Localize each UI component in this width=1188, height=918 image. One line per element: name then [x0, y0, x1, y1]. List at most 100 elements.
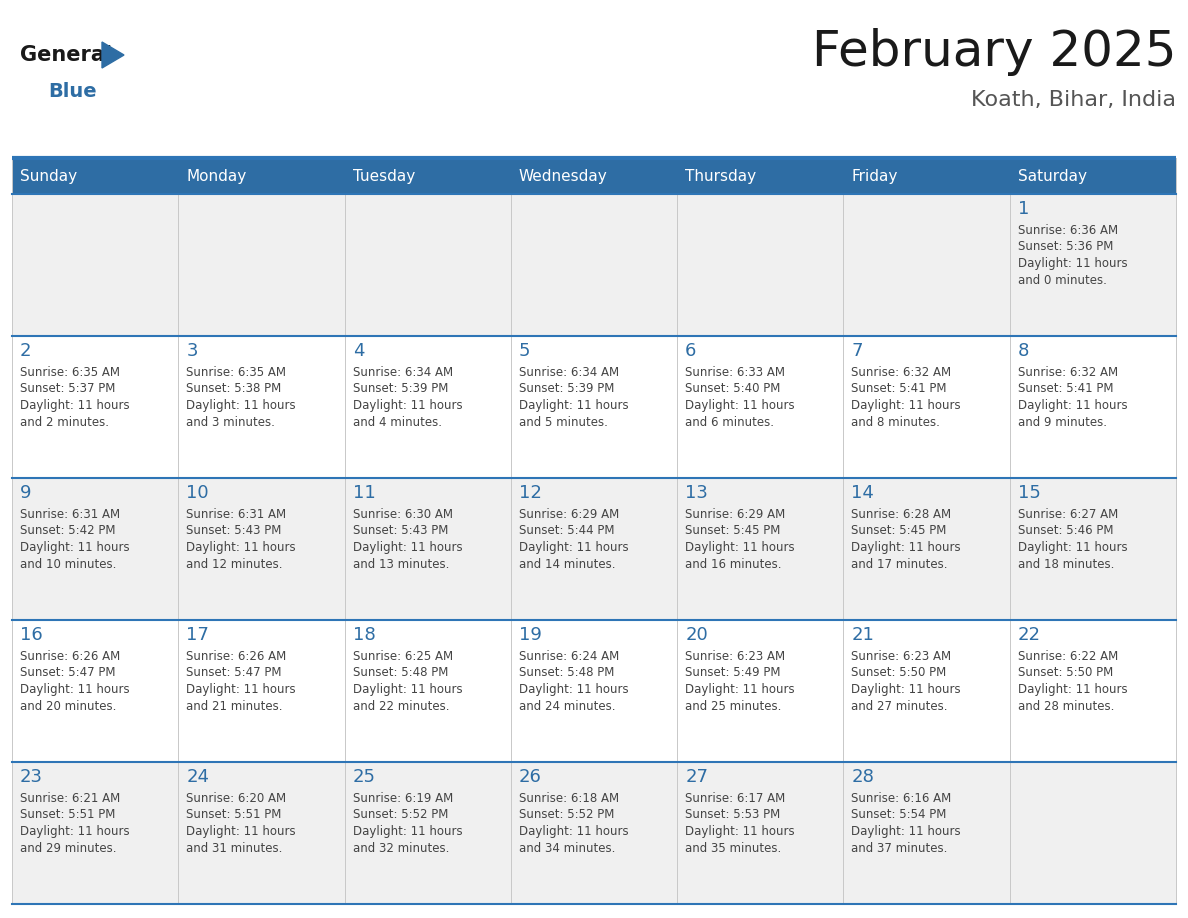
Text: 25: 25 — [353, 768, 375, 786]
Text: Thursday: Thursday — [685, 169, 757, 184]
Text: and 14 minutes.: and 14 minutes. — [519, 557, 615, 570]
Text: 16: 16 — [20, 626, 43, 644]
Text: and 17 minutes.: and 17 minutes. — [852, 557, 948, 570]
Text: Sunrise: 6:23 AM: Sunrise: 6:23 AM — [685, 650, 785, 663]
Text: Sunrise: 6:28 AM: Sunrise: 6:28 AM — [852, 508, 952, 521]
Bar — [178, 620, 345, 762]
Text: and 21 minutes.: and 21 minutes. — [187, 700, 283, 712]
Text: Daylight: 11 hours: Daylight: 11 hours — [20, 825, 129, 838]
Text: and 22 minutes.: and 22 minutes. — [353, 700, 449, 712]
Text: and 28 minutes.: and 28 minutes. — [1018, 700, 1114, 712]
Text: Daylight: 11 hours: Daylight: 11 hours — [852, 541, 961, 554]
Text: Sunset: 5:52 PM: Sunset: 5:52 PM — [519, 809, 614, 822]
Bar — [345, 620, 511, 762]
Text: 19: 19 — [519, 626, 542, 644]
Bar — [178, 762, 345, 904]
Text: Sunrise: 6:35 AM: Sunrise: 6:35 AM — [187, 366, 286, 379]
Text: Sunrise: 6:17 AM: Sunrise: 6:17 AM — [685, 792, 785, 805]
Bar — [677, 762, 843, 904]
Text: Daylight: 11 hours: Daylight: 11 hours — [20, 399, 129, 412]
Text: and 13 minutes.: and 13 minutes. — [353, 557, 449, 570]
Text: Daylight: 11 hours: Daylight: 11 hours — [852, 399, 961, 412]
Text: Daylight: 11 hours: Daylight: 11 hours — [187, 399, 296, 412]
Text: Sunrise: 6:34 AM: Sunrise: 6:34 AM — [519, 366, 619, 379]
Text: 15: 15 — [1018, 484, 1041, 502]
Text: Sunrise: 6:36 AM: Sunrise: 6:36 AM — [1018, 224, 1118, 237]
Text: Sunrise: 6:25 AM: Sunrise: 6:25 AM — [353, 650, 453, 663]
Text: Sunrise: 6:31 AM: Sunrise: 6:31 AM — [20, 508, 120, 521]
Text: Sunrise: 6:16 AM: Sunrise: 6:16 AM — [852, 792, 952, 805]
Text: Friday: Friday — [852, 169, 898, 184]
Text: Sunset: 5:49 PM: Sunset: 5:49 PM — [685, 666, 781, 679]
Text: and 24 minutes.: and 24 minutes. — [519, 700, 615, 712]
Bar — [178, 194, 345, 336]
Bar — [1010, 478, 1176, 620]
Text: Monday: Monday — [187, 169, 247, 184]
Bar — [511, 194, 677, 336]
Text: Daylight: 11 hours: Daylight: 11 hours — [519, 399, 628, 412]
Text: 2: 2 — [20, 342, 32, 360]
Text: Daylight: 11 hours: Daylight: 11 hours — [353, 683, 462, 696]
Text: Sunset: 5:45 PM: Sunset: 5:45 PM — [685, 524, 781, 538]
Text: Daylight: 11 hours: Daylight: 11 hours — [1018, 683, 1127, 696]
Bar — [511, 762, 677, 904]
Text: 4: 4 — [353, 342, 364, 360]
Text: Daylight: 11 hours: Daylight: 11 hours — [519, 683, 628, 696]
Bar — [12, 336, 178, 478]
Text: 3: 3 — [187, 342, 197, 360]
Text: and 34 minutes.: and 34 minutes. — [519, 842, 615, 855]
Bar — [12, 762, 178, 904]
Text: Sunrise: 6:35 AM: Sunrise: 6:35 AM — [20, 366, 120, 379]
Text: 23: 23 — [20, 768, 43, 786]
Bar — [843, 478, 1010, 620]
Text: and 0 minutes.: and 0 minutes. — [1018, 274, 1106, 286]
Text: Daylight: 11 hours: Daylight: 11 hours — [353, 541, 462, 554]
Text: and 29 minutes.: and 29 minutes. — [20, 842, 116, 855]
Bar — [1010, 620, 1176, 762]
Bar — [511, 620, 677, 762]
Text: Sunset: 5:40 PM: Sunset: 5:40 PM — [685, 383, 781, 396]
Text: 27: 27 — [685, 768, 708, 786]
Bar — [1010, 336, 1176, 478]
Text: and 25 minutes.: and 25 minutes. — [685, 700, 782, 712]
Bar — [12, 478, 178, 620]
Text: and 5 minutes.: and 5 minutes. — [519, 416, 608, 429]
Text: Tuesday: Tuesday — [353, 169, 415, 184]
Text: Sunset: 5:51 PM: Sunset: 5:51 PM — [20, 809, 115, 822]
Text: Sunrise: 6:24 AM: Sunrise: 6:24 AM — [519, 650, 619, 663]
Bar — [843, 194, 1010, 336]
Text: 6: 6 — [685, 342, 696, 360]
Text: Daylight: 11 hours: Daylight: 11 hours — [1018, 257, 1127, 270]
Bar — [1010, 194, 1176, 336]
Text: Daylight: 11 hours: Daylight: 11 hours — [519, 541, 628, 554]
Text: Daylight: 11 hours: Daylight: 11 hours — [187, 683, 296, 696]
Text: Sunset: 5:46 PM: Sunset: 5:46 PM — [1018, 524, 1113, 538]
Text: 5: 5 — [519, 342, 530, 360]
Text: Sunrise: 6:21 AM: Sunrise: 6:21 AM — [20, 792, 120, 805]
Bar — [1010, 762, 1176, 904]
Text: Sunrise: 6:18 AM: Sunrise: 6:18 AM — [519, 792, 619, 805]
Text: Sunset: 5:39 PM: Sunset: 5:39 PM — [519, 383, 614, 396]
Text: 22: 22 — [1018, 626, 1041, 644]
Text: Sunrise: 6:19 AM: Sunrise: 6:19 AM — [353, 792, 453, 805]
Text: 20: 20 — [685, 626, 708, 644]
Text: and 20 minutes.: and 20 minutes. — [20, 700, 116, 712]
Text: Sunrise: 6:34 AM: Sunrise: 6:34 AM — [353, 366, 453, 379]
Text: and 6 minutes.: and 6 minutes. — [685, 416, 775, 429]
Text: Sunset: 5:51 PM: Sunset: 5:51 PM — [187, 809, 282, 822]
Text: Daylight: 11 hours: Daylight: 11 hours — [852, 683, 961, 696]
Text: Sunset: 5:45 PM: Sunset: 5:45 PM — [852, 524, 947, 538]
Text: Sunset: 5:47 PM: Sunset: 5:47 PM — [20, 666, 115, 679]
Bar — [677, 336, 843, 478]
Text: Sunset: 5:52 PM: Sunset: 5:52 PM — [353, 809, 448, 822]
Text: Sunset: 5:42 PM: Sunset: 5:42 PM — [20, 524, 115, 538]
Text: Sunrise: 6:26 AM: Sunrise: 6:26 AM — [187, 650, 286, 663]
Text: Daylight: 11 hours: Daylight: 11 hours — [187, 541, 296, 554]
Text: Sunrise: 6:33 AM: Sunrise: 6:33 AM — [685, 366, 785, 379]
Text: Sunset: 5:43 PM: Sunset: 5:43 PM — [187, 524, 282, 538]
Text: and 37 minutes.: and 37 minutes. — [852, 842, 948, 855]
Text: Sunrise: 6:30 AM: Sunrise: 6:30 AM — [353, 508, 453, 521]
Text: Daylight: 11 hours: Daylight: 11 hours — [685, 683, 795, 696]
Bar — [511, 478, 677, 620]
Text: Daylight: 11 hours: Daylight: 11 hours — [685, 825, 795, 838]
